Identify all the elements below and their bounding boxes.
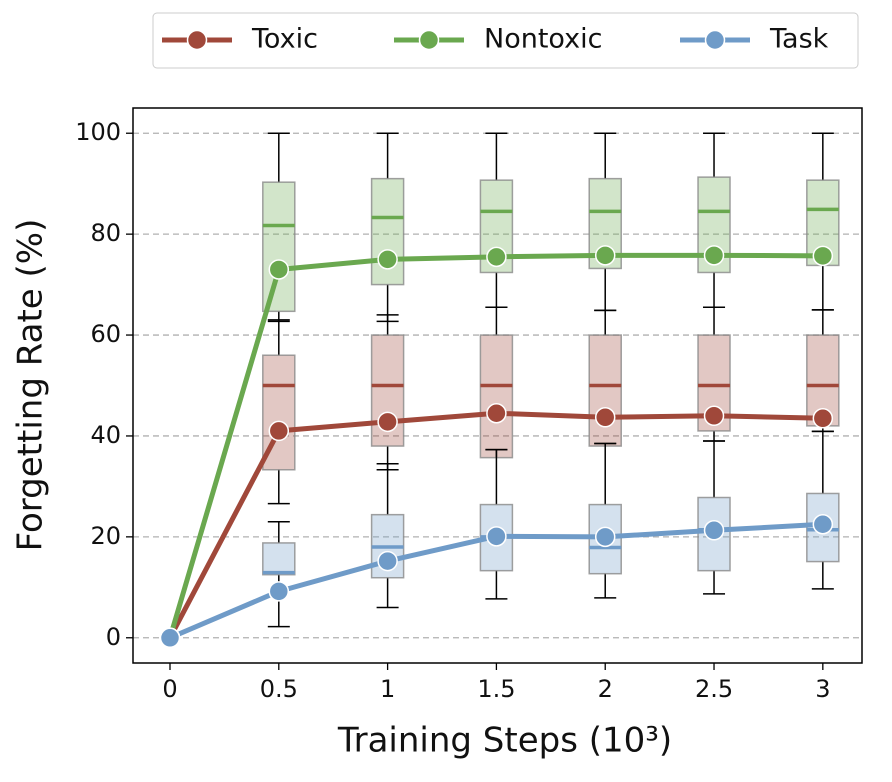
marker [377, 550, 398, 572]
y-tick-label: 80 [90, 219, 121, 247]
marker [703, 405, 725, 427]
plot-frame [132, 107, 863, 664]
marker [703, 520, 725, 541]
legend-marker [704, 29, 726, 51]
x-tick-label: 2 [598, 675, 613, 703]
marker [703, 245, 725, 266]
marker [812, 514, 834, 535]
marker [594, 245, 616, 266]
marker [377, 411, 398, 433]
y-axis-label: Forgetting Rate (%) [11, 219, 51, 552]
marker [377, 249, 398, 270]
y-tick-label: 100 [75, 118, 121, 146]
marker [594, 526, 616, 548]
marker [486, 526, 507, 547]
legend-frame [152, 12, 859, 69]
marker [812, 245, 834, 267]
legend-label: Nontoxic [484, 24, 602, 55]
x-axis-label: Training Steps (10³) [337, 721, 672, 761]
legend-marker [186, 29, 208, 51]
legend-label: Task [769, 24, 829, 55]
box [262, 542, 296, 576]
marker [486, 403, 507, 424]
marker [268, 581, 290, 602]
y-tick-label: 60 [90, 320, 121, 348]
marker [486, 246, 507, 268]
x-tick-label: 0.5 [260, 675, 298, 703]
box [262, 181, 296, 313]
marker [159, 627, 181, 649]
legend-marker [418, 29, 440, 51]
x-tick-label: 1.5 [477, 675, 515, 703]
marker [594, 407, 616, 428]
marker [268, 259, 290, 280]
marker [812, 408, 834, 429]
x-tick-label: 2.5 [695, 675, 733, 703]
box [588, 334, 622, 447]
x-tick-label: 0 [162, 675, 177, 703]
x-tick-label: 3 [815, 675, 830, 703]
marker [268, 420, 290, 442]
x-tick-label: 1 [380, 675, 395, 703]
y-tick-label: 40 [90, 421, 121, 449]
legend-label: Toxic [251, 24, 318, 55]
y-tick-label: 20 [90, 522, 121, 550]
y-tick-label: 0 [106, 623, 121, 651]
box [479, 334, 514, 459]
